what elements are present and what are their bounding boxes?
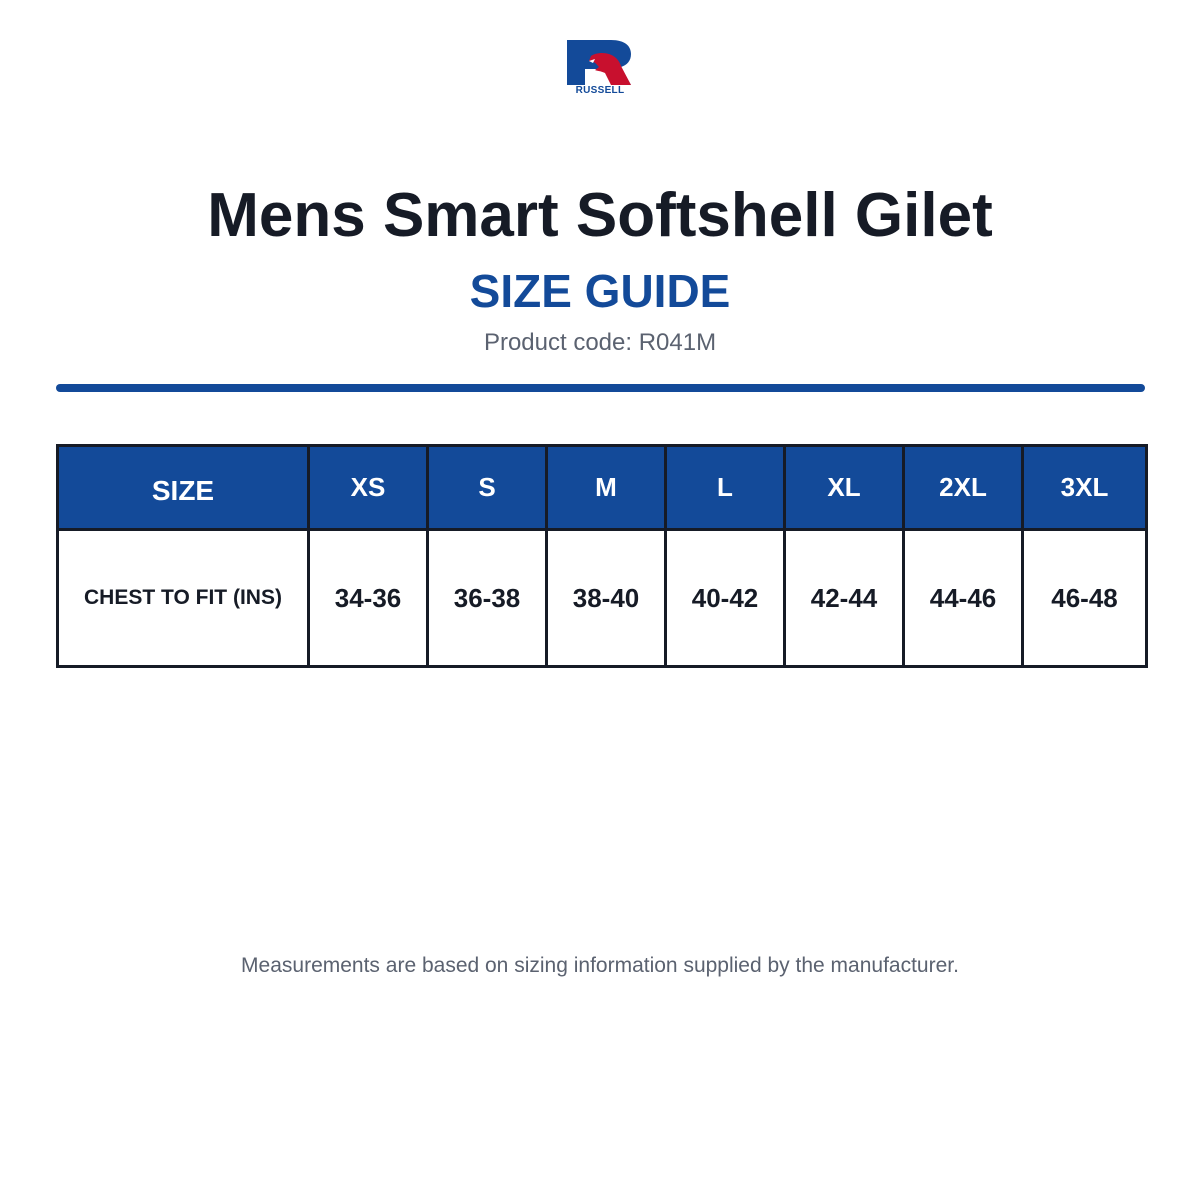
size-header-cell: XS bbox=[307, 444, 429, 531]
russell-logo: RUSSELL bbox=[565, 40, 635, 98]
size-header-row: SIZE XS S M L XL 2XL 3XL bbox=[56, 444, 1148, 531]
measurement-cell: 46-48 bbox=[1021, 528, 1148, 668]
size-header-cell: 3XL bbox=[1021, 444, 1148, 531]
measurement-cell: 44-46 bbox=[902, 528, 1024, 668]
russell-logo-mark bbox=[567, 40, 631, 85]
product-code: Product code: R041M bbox=[483, 329, 717, 356]
measurement-cell: 36-38 bbox=[426, 528, 548, 668]
size-header-label: SIZE bbox=[56, 444, 310, 531]
page-title: Mens Smart Softshell Gilet bbox=[207, 181, 993, 250]
size-header-cell: L bbox=[664, 444, 786, 531]
size-header-cell: M bbox=[545, 444, 667, 531]
header-divider bbox=[56, 384, 1145, 392]
page-subtitle: SIZE GUIDE bbox=[469, 265, 731, 317]
size-table: SIZE XS S M L XL 2XL 3XL CHEST TO FIT (I… bbox=[56, 444, 1148, 668]
logo-wordmark: RUSSELL bbox=[575, 85, 625, 96]
measurement-cell: 34-36 bbox=[307, 528, 429, 668]
row-label: CHEST TO FIT (INS) bbox=[56, 528, 310, 668]
size-header-cell: XL bbox=[783, 444, 905, 531]
measurement-cell: 38-40 bbox=[545, 528, 667, 668]
table-row: CHEST TO FIT (INS) 34-36 36-38 38-40 40-… bbox=[56, 528, 1148, 668]
footnote: Measurements are based on sizing informa… bbox=[241, 954, 959, 977]
measurement-cell: 42-44 bbox=[783, 528, 905, 668]
measurement-cell: 40-42 bbox=[664, 528, 786, 668]
size-header-cell: 2XL bbox=[902, 444, 1024, 531]
size-header-cell: S bbox=[426, 444, 548, 531]
